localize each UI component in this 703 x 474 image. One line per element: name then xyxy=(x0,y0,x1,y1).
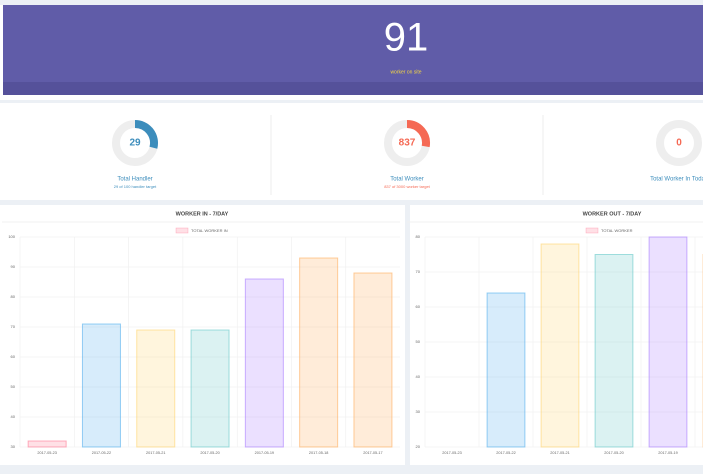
row-gap xyxy=(0,100,703,103)
bar xyxy=(27,440,67,448)
y-tick-label: 100 xyxy=(8,234,15,239)
x-tick-label: 2017-05-21 xyxy=(550,451,569,455)
x-tick-label: 2017-05-19 xyxy=(255,451,274,455)
bar xyxy=(190,329,230,448)
bar xyxy=(299,257,339,448)
banner-value: 91 xyxy=(384,16,429,60)
card-note: 837 of 3000 worker target xyxy=(384,184,430,189)
row-gap xyxy=(0,200,703,205)
donut-value: 0 xyxy=(676,138,682,149)
donut-value: 29 xyxy=(129,138,141,149)
banner-caption: worker on site xyxy=(390,69,421,75)
bar xyxy=(486,292,526,448)
banner-footer xyxy=(3,82,703,95)
y-tick-label: 60 xyxy=(416,304,421,309)
x-tick-label: 2017-05-20 xyxy=(200,451,219,455)
y-tick-label: 90 xyxy=(11,264,16,269)
y-tick-label: 80 xyxy=(11,294,16,299)
legend-swatch xyxy=(585,227,599,234)
y-tick-label: 60 xyxy=(11,354,16,359)
x-tick-label: 2017-05-22 xyxy=(496,451,515,455)
donut-value: 837 xyxy=(399,138,416,149)
bar xyxy=(244,278,284,448)
y-tick-label: 70 xyxy=(11,324,16,329)
y-tick-label: 30 xyxy=(416,409,421,414)
x-tick-label: 2017-05-17 xyxy=(363,451,382,455)
bar xyxy=(353,272,393,448)
x-tick-label: 2017-05-23 xyxy=(442,451,461,455)
y-tick-label: 20 xyxy=(416,444,421,449)
top-gap xyxy=(0,0,703,5)
y-tick-label: 50 xyxy=(416,339,421,344)
y-tick-label: 50 xyxy=(11,384,16,389)
bar xyxy=(540,243,580,448)
y-tick-label: 40 xyxy=(416,374,421,379)
y-tick-label: 40 xyxy=(11,414,16,419)
x-tick-label: 2017-05-18 xyxy=(309,451,328,455)
bar xyxy=(594,254,634,448)
bar xyxy=(136,329,176,448)
bar xyxy=(648,236,688,448)
y-tick-label: 70 xyxy=(416,269,421,274)
legend-label: TOTAL WORKER IN xyxy=(191,228,228,233)
x-tick-label: 2017-05-21 xyxy=(146,451,165,455)
y-tick-label: 80 xyxy=(416,234,421,239)
card-label: Total Worker In Today xyxy=(650,177,703,183)
card-label: Total Handler xyxy=(117,177,152,183)
legend-label: TOTAL WORKER xyxy=(601,228,633,233)
card-note: 29 of 100 handler target xyxy=(114,184,157,189)
col-gap xyxy=(405,205,410,469)
donut-arc xyxy=(134,120,158,149)
chart-title: WORKER OUT - 7/DAY xyxy=(583,211,642,217)
donut-track xyxy=(656,120,702,166)
x-tick-label: 2017-05-22 xyxy=(92,451,111,455)
donut-arc xyxy=(406,120,430,148)
card-label: Total Worker xyxy=(390,177,424,183)
bottom-gap xyxy=(0,465,703,469)
bar xyxy=(81,323,121,448)
legend-swatch xyxy=(175,227,189,234)
x-tick-label: 2017-05-19 xyxy=(658,451,677,455)
y-tick-label: 30 xyxy=(11,444,16,449)
banner xyxy=(3,5,703,95)
chart-title: WORKER IN - 7/DAY xyxy=(176,211,229,217)
x-tick-label: 2017-05-20 xyxy=(604,451,623,455)
x-tick-label: 2017-05-23 xyxy=(37,451,56,455)
